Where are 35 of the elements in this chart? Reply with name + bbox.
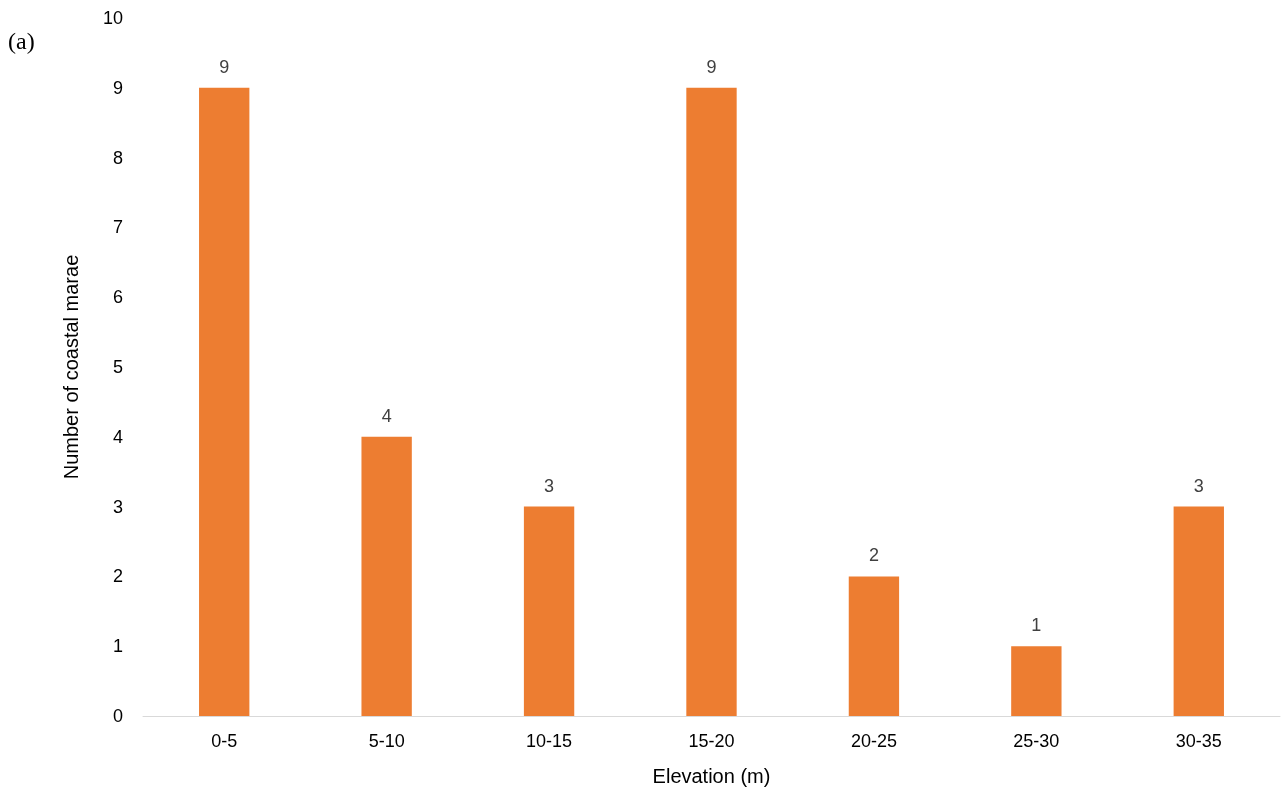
y-tick-label: 8 bbox=[112, 147, 123, 168]
data-label: 9 bbox=[706, 56, 717, 77]
bar bbox=[848, 576, 900, 716]
data-label: 1 bbox=[1031, 615, 1042, 636]
x-tick-label: 30-35 bbox=[1175, 731, 1222, 751]
data-label: 2 bbox=[868, 545, 879, 566]
y-tick-label: 7 bbox=[112, 217, 123, 238]
data-label: 3 bbox=[544, 475, 555, 496]
bar bbox=[1011, 646, 1062, 716]
y-tick-label: 1 bbox=[112, 636, 123, 657]
bar bbox=[361, 436, 412, 716]
bar bbox=[523, 506, 575, 716]
data-label: 3 bbox=[1193, 475, 1204, 496]
y-tick-label: 4 bbox=[112, 426, 123, 447]
bar bbox=[1173, 506, 1224, 716]
x-tick-label: 25-30 bbox=[1013, 731, 1060, 751]
text: (a) bbox=[8, 28, 35, 55]
data-label: 4 bbox=[381, 405, 392, 426]
x-tick-label: 0-5 bbox=[211, 731, 238, 751]
x-tick-label: 15-20 bbox=[688, 731, 735, 751]
x-tick-label: 20-25 bbox=[850, 731, 897, 751]
x-tick-label: 5-10 bbox=[368, 731, 405, 751]
y-axis-title: Number of coastal marae bbox=[60, 254, 82, 480]
y-tick-label: 0 bbox=[112, 706, 123, 726]
y-tick-label: 9 bbox=[112, 77, 123, 98]
bar bbox=[199, 87, 250, 716]
x-axis-title: Elevation (m) bbox=[652, 765, 771, 787]
y-tick-label: 3 bbox=[112, 496, 123, 517]
y-tick-label: 10 bbox=[102, 8, 123, 28]
y-tick-label: 2 bbox=[112, 566, 123, 587]
x-tick-label: 10-15 bbox=[526, 731, 573, 751]
y-tick-label: 6 bbox=[112, 287, 123, 308]
data-label: 9 bbox=[219, 56, 230, 77]
bar bbox=[686, 87, 737, 716]
y-tick-label: 5 bbox=[112, 357, 123, 377]
